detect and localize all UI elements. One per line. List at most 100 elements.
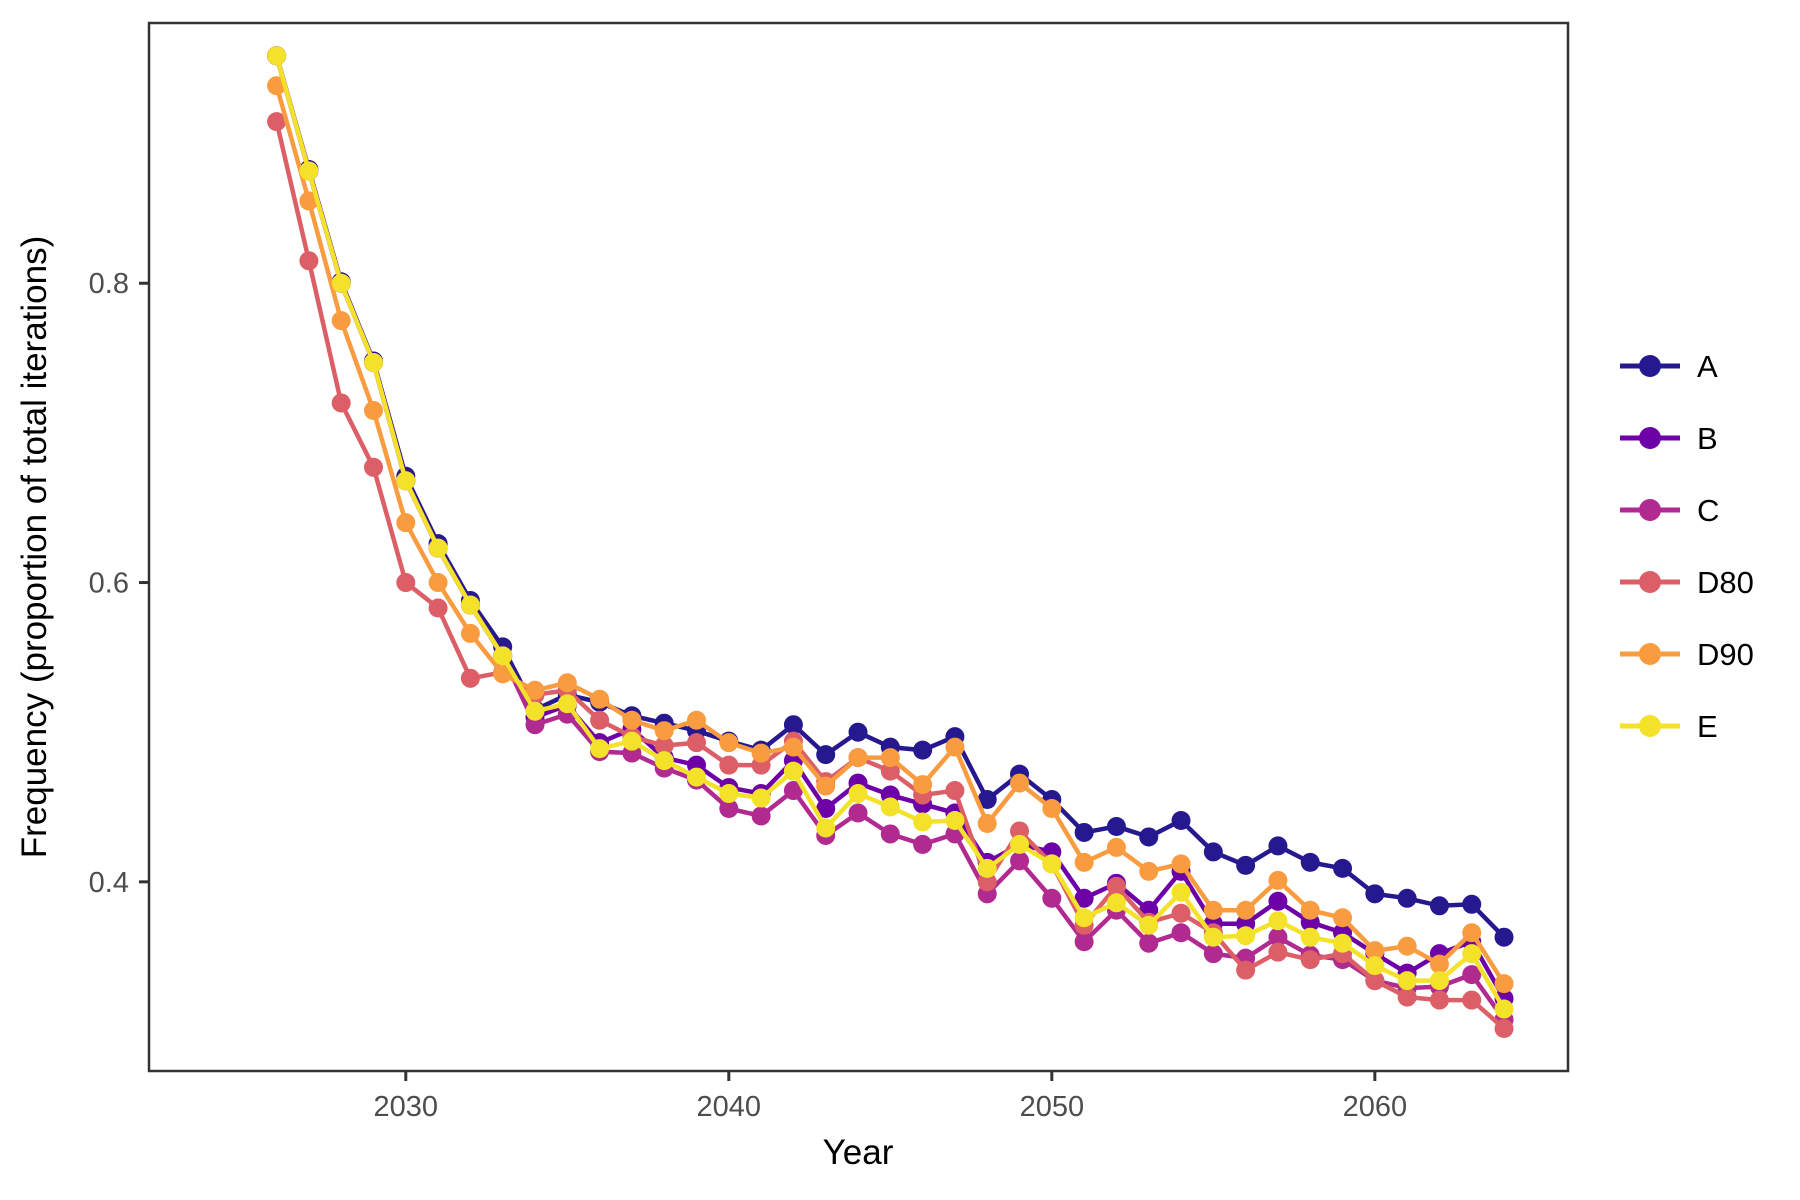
data-point (1139, 915, 1159, 935)
data-point (428, 538, 448, 558)
data-point (1106, 876, 1126, 896)
data-point (1010, 773, 1030, 793)
data-point (1203, 842, 1223, 862)
data-point (1494, 927, 1514, 947)
x-axis-title: Year (823, 1133, 894, 1172)
data-point (1397, 987, 1417, 1007)
data-point (1203, 944, 1223, 964)
data-point (622, 731, 642, 751)
legend-key-icon (1620, 715, 1680, 737)
data-point (1365, 941, 1385, 961)
data-point (1300, 927, 1320, 947)
data-point (977, 813, 997, 833)
data-point (1333, 858, 1353, 878)
data-point (687, 767, 707, 787)
data-point (1300, 900, 1320, 920)
data-point (783, 737, 803, 757)
data-point (428, 598, 448, 618)
data-point (751, 806, 771, 826)
data-point (1171, 923, 1191, 943)
legend-item-D80: D80 (1620, 546, 1754, 618)
data-point (719, 733, 739, 753)
data-point (1268, 836, 1288, 856)
legend-label: B (1697, 420, 1718, 456)
data-point (590, 689, 610, 709)
data-point (1365, 956, 1385, 976)
data-point (363, 457, 383, 477)
data-point (1236, 855, 1256, 875)
legend-key-dot (1639, 499, 1661, 521)
data-point (1139, 861, 1159, 881)
data-point (1010, 851, 1030, 871)
data-point (945, 781, 965, 801)
data-point (719, 784, 739, 804)
data-point (1203, 927, 1223, 947)
data-point (493, 646, 513, 666)
data-point (460, 595, 480, 615)
legend-label: C (1697, 492, 1720, 528)
data-point (1365, 971, 1385, 991)
data-point (1236, 926, 1256, 946)
series-group (267, 46, 1514, 1038)
y-tick-label: 0.4 (89, 867, 129, 899)
plot-panel (147, 21, 1570, 1073)
data-point (396, 513, 416, 533)
data-point (1462, 990, 1482, 1010)
data-point (590, 739, 610, 759)
data-point (1268, 870, 1288, 890)
legend-item-A: A (1620, 330, 1754, 402)
data-point (331, 393, 351, 413)
data-point (396, 573, 416, 593)
data-point (1268, 911, 1288, 931)
data-point (977, 858, 997, 878)
legend-key-dot (1639, 355, 1661, 377)
data-point (557, 673, 577, 693)
data-point (1106, 816, 1126, 836)
data-point (687, 710, 707, 730)
data-point (331, 273, 351, 293)
legend-key-icon (1620, 643, 1680, 665)
data-point (1236, 960, 1256, 980)
legend-key-dot (1639, 643, 1661, 665)
data-point (622, 710, 642, 730)
legend-label: D80 (1697, 564, 1754, 600)
data-point (751, 788, 771, 808)
data-point (816, 818, 836, 838)
data-point (848, 803, 868, 823)
data-point (654, 736, 674, 756)
axes-ticks: 2030 2040 2050 2060 0.4 0.6 0.8 (89, 268, 1407, 1123)
data-point (1300, 950, 1320, 970)
legend-label: D90 (1697, 636, 1754, 672)
series-line-C (274, 55, 1506, 1021)
data-point (848, 784, 868, 804)
data-point (1268, 891, 1288, 911)
data-point (363, 400, 383, 420)
data-point (848, 748, 868, 768)
legend-key-dot (1639, 427, 1661, 449)
series-line-D80 (274, 121, 1506, 1031)
data-point (363, 353, 383, 373)
data-point (1010, 834, 1030, 854)
data-point (299, 161, 319, 181)
legend-item-B: B (1620, 402, 1754, 474)
data-point (1042, 888, 1062, 908)
data-point (428, 573, 448, 593)
data-point (1333, 908, 1353, 928)
data-point (1171, 854, 1191, 874)
x-tick-label: 2060 (1343, 1091, 1408, 1123)
series-line-B (274, 55, 1506, 1000)
data-point (1074, 822, 1094, 842)
data-point (880, 748, 900, 768)
data-point (880, 797, 900, 817)
data-point (945, 810, 965, 830)
data-point (525, 715, 545, 735)
data-point (687, 733, 707, 753)
data-point (913, 834, 933, 854)
data-point (525, 701, 545, 721)
data-point (1139, 827, 1159, 847)
legend-key-dot (1639, 571, 1661, 593)
data-point (1106, 893, 1126, 913)
legend-label: A (1697, 348, 1718, 384)
y-tick-label: 0.6 (89, 568, 129, 600)
